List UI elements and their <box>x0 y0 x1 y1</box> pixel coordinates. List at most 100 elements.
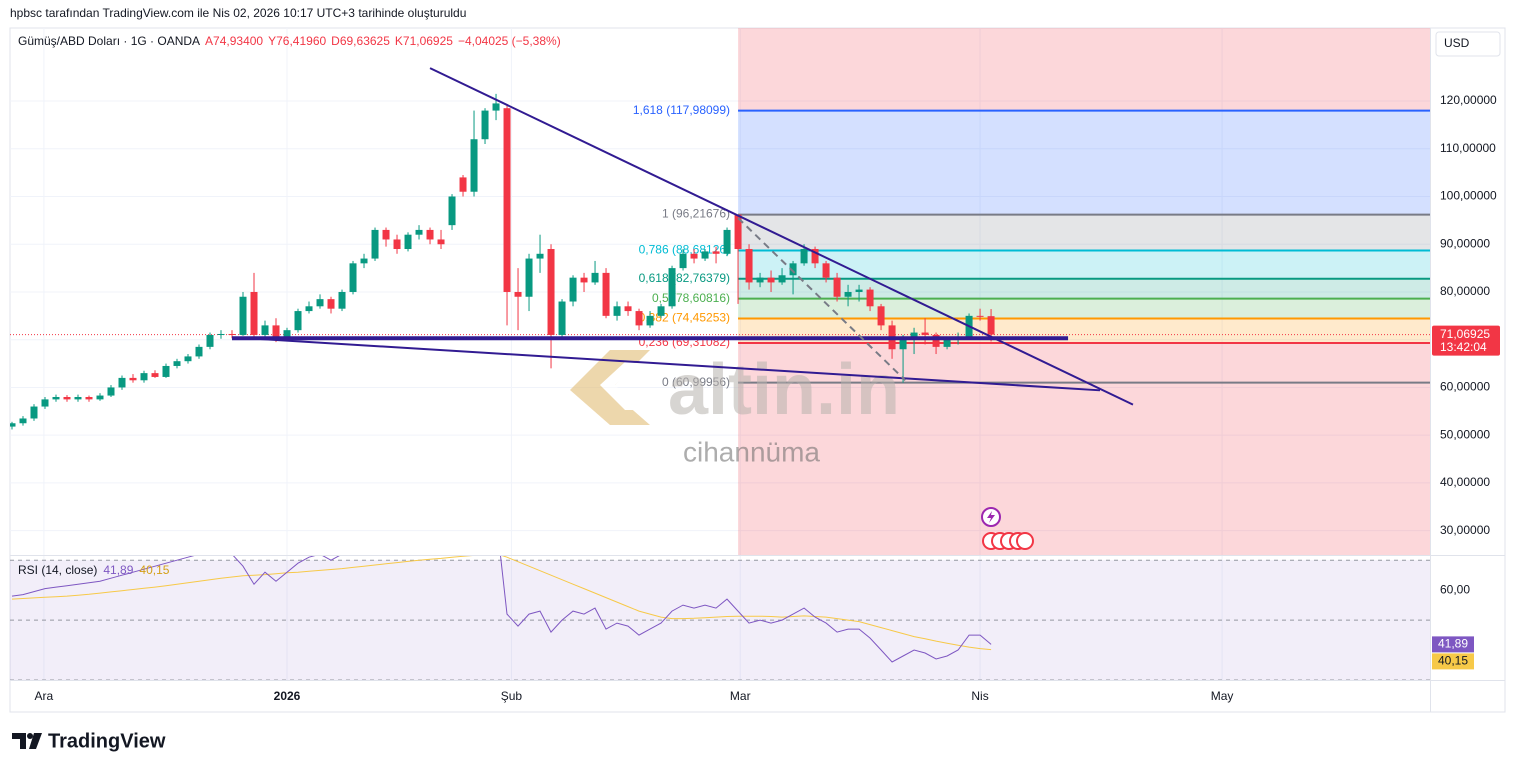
symbol-title: Gümüş/ABD Doları · 1G · OANDA <box>18 34 200 48</box>
candle-body <box>492 103 500 111</box>
rsi-ma-line <box>11 556 992 651</box>
candle-body <box>184 356 192 362</box>
rsi-value-label: 41,89 <box>1438 637 1468 651</box>
candle-body <box>668 268 676 307</box>
fib-retracement: 1,618 (117,98099)1 (96,21676)0,786 (88,6… <box>633 28 1430 555</box>
trendline <box>737 217 906 382</box>
watermark-text: altin.in <box>668 350 900 430</box>
candle-body <box>426 229 434 240</box>
tradingview-logo <box>12 733 42 749</box>
candle-body <box>129 377 137 381</box>
y-tick-label: 30,00000 <box>1440 523 1490 537</box>
ohlc-value: A74,93400 <box>205 34 263 48</box>
last-price-box <box>1432 325 1500 356</box>
header: hpbsc tarafından TradingView.com ile Nis… <box>10 6 466 20</box>
fib-label: 0,618 (82,76379) <box>639 271 730 285</box>
candle-body <box>459 177 467 192</box>
candle-body <box>283 330 291 340</box>
candle-body <box>910 332 918 338</box>
candle-body <box>415 229 423 235</box>
candle-body <box>734 214 742 250</box>
candle-body <box>151 373 159 377</box>
y-tick-label: 50,00000 <box>1440 427 1490 441</box>
candle-body <box>624 306 632 312</box>
y-tick-label: 90,00000 <box>1440 236 1490 250</box>
candle-body <box>756 277 764 283</box>
candle-body <box>30 406 38 419</box>
grid <box>10 28 1430 680</box>
candle-body <box>316 299 324 307</box>
candle-body <box>96 395 104 400</box>
candle-body <box>195 346 203 357</box>
candle-body <box>503 108 511 292</box>
candle-body <box>228 333 236 335</box>
candle-body <box>800 249 808 264</box>
ohlc-value: Y76,41960 <box>268 34 326 48</box>
candle-body <box>712 251 720 254</box>
trendline <box>231 336 1101 392</box>
price-plot <box>10 67 1430 430</box>
candle-body <box>866 289 874 307</box>
candle-body <box>558 301 566 335</box>
candle-body <box>547 249 555 335</box>
candle-body <box>327 299 335 309</box>
candle-body <box>833 277 841 297</box>
candle-body <box>481 110 489 140</box>
candle-body <box>349 263 357 292</box>
y-tick-label: 40,00000 <box>1440 475 1490 489</box>
candle-body <box>404 234 412 250</box>
x-tick-label: Mar <box>730 689 751 703</box>
fib-zone <box>738 382 1430 555</box>
fib-zone <box>738 250 1430 279</box>
candle-body <box>679 253 687 269</box>
rsi-legend-ma: 40,15 <box>139 563 169 577</box>
currency-button[interactable] <box>1435 31 1501 57</box>
candle-body <box>74 396 82 400</box>
rsi-line <box>11 556 992 663</box>
candle-body <box>371 229 379 259</box>
rsi-pane <box>10 556 1430 681</box>
candle-body <box>338 291 346 309</box>
candle-body <box>382 229 390 240</box>
candle-body <box>261 325 269 335</box>
currency: USD <box>1444 36 1470 50</box>
candle-body <box>470 139 478 192</box>
candle-body <box>239 296 247 335</box>
event-icons <box>981 507 1034 550</box>
x-tick-label: May <box>1211 689 1234 703</box>
fib-label: 1 (96,21676) <box>662 207 730 221</box>
candle-body <box>877 306 885 326</box>
candle-body <box>360 258 368 264</box>
fib-zone <box>738 110 1430 215</box>
rsi-ma-label: 40,15 <box>1438 654 1468 668</box>
candle-body <box>580 277 588 283</box>
candle-body <box>107 387 115 396</box>
candle-body <box>19 418 27 424</box>
candle-body <box>690 253 698 259</box>
candle-body <box>635 311 643 326</box>
rsi-legend-value: 41,89 <box>103 563 133 577</box>
candle-body <box>987 316 995 335</box>
candle-body <box>569 277 577 302</box>
rsi-band <box>10 560 1430 680</box>
candle-body <box>899 337 907 350</box>
candle-body <box>206 334 214 347</box>
candle-body <box>822 263 830 278</box>
y-tick-label: 110,00000 <box>1440 141 1496 155</box>
candle-body <box>767 277 775 283</box>
candle-body <box>789 263 797 276</box>
fib-zone <box>738 278 1430 299</box>
candle-body <box>162 365 170 377</box>
rsi-ma-box <box>1432 653 1474 670</box>
fib-zone <box>738 214 1430 251</box>
candle-body <box>85 396 93 400</box>
candle-body <box>602 272 610 316</box>
fib-label: 0 (60,99956) <box>662 375 730 389</box>
x-tick-label: Nis <box>971 689 988 703</box>
candle-body <box>52 396 60 400</box>
candle-body <box>591 272 599 283</box>
candle-body <box>646 315 654 326</box>
candle-body <box>272 325 280 340</box>
y-tick-label: 100,00000 <box>1440 189 1497 203</box>
candle-body <box>525 258 533 297</box>
